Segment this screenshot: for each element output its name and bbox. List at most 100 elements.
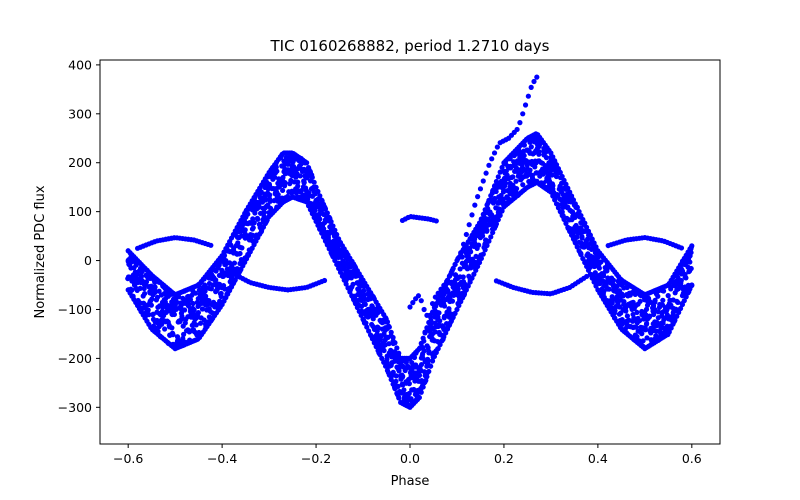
data-point: [388, 329, 394, 335]
data-point: [373, 344, 379, 350]
data-point: [317, 226, 323, 232]
data-point: [677, 305, 684, 312]
x-axis-label: Phase: [391, 474, 430, 489]
data-point: [480, 211, 486, 217]
data-point: [446, 322, 453, 328]
data-point: [533, 170, 539, 176]
data-point: [655, 293, 661, 299]
y-tick-label: −300: [58, 400, 92, 415]
data-point: [375, 347, 381, 354]
data-point: [555, 165, 562, 172]
data-point: [375, 325, 381, 331]
data-point: [160, 304, 166, 311]
data-point: [484, 242, 490, 249]
data-point: [689, 282, 695, 288]
data-point: [169, 330, 176, 336]
data-point: [584, 224, 590, 230]
data-point: [431, 353, 438, 360]
y-tick-label: 200: [68, 155, 92, 170]
data-point: [683, 294, 689, 300]
data-point: [400, 373, 406, 379]
x-tick-label: −0.4: [207, 451, 237, 466]
data-point: [643, 306, 650, 312]
data-point: [518, 177, 524, 183]
data-point: [500, 189, 507, 195]
data-point: [514, 166, 520, 172]
data-point: [142, 290, 148, 297]
data-point: [326, 246, 332, 252]
data-point: [420, 384, 426, 390]
data-point: [553, 162, 560, 168]
data-point: [366, 328, 372, 334]
data-point: [425, 356, 431, 362]
data-point: [660, 297, 666, 303]
data-point: [486, 162, 492, 168]
data-point: [235, 240, 241, 246]
data-point: [477, 186, 484, 192]
data-point: [149, 296, 155, 302]
data-point: [319, 197, 325, 203]
data-point: [338, 254, 344, 260]
data-point: [416, 394, 422, 401]
data-point: [652, 297, 658, 303]
data-point: [251, 220, 257, 226]
data-point: [307, 169, 314, 176]
data-point: [317, 193, 323, 199]
data-point: [570, 197, 577, 203]
data-point: [433, 218, 439, 224]
data-point: [579, 235, 585, 241]
data-point: [463, 231, 469, 238]
data-point: [267, 198, 273, 204]
data-point: [305, 165, 312, 171]
data-point: [639, 330, 645, 337]
data-point: [463, 287, 469, 293]
data-point: [150, 312, 156, 318]
data-point: [370, 316, 376, 322]
x-axis-ticks: −0.6 −0.4 −0.2 0.0 0.2 0.4 0.6: [113, 444, 702, 466]
data-point: [531, 78, 537, 85]
data-point: [358, 312, 364, 318]
data-point: [668, 325, 674, 331]
data-point: [362, 301, 368, 308]
data-point: [328, 219, 334, 225]
data-point: [279, 187, 286, 194]
data-point: [341, 277, 347, 283]
data-point: [565, 185, 571, 191]
data-point: [488, 234, 494, 240]
data-point: [572, 201, 578, 207]
data-point: [307, 207, 314, 213]
data-point: [610, 277, 617, 283]
data-point: [339, 273, 345, 279]
data-point: [267, 192, 273, 198]
data-point: [448, 318, 454, 324]
data-point: [486, 197, 492, 203]
data-point: [460, 295, 466, 301]
data-point: [646, 313, 653, 319]
data-point: [334, 231, 340, 238]
data-point: [441, 303, 448, 309]
data-point: [645, 295, 652, 301]
data-point: [195, 310, 202, 316]
data-point: [591, 240, 597, 246]
data-point: [536, 142, 543, 148]
data-point: [548, 189, 554, 195]
data-point: [242, 227, 248, 233]
data-point: [637, 298, 643, 304]
data-point: [140, 300, 147, 306]
data-point: [392, 386, 398, 392]
data-point: [525, 93, 531, 99]
data-point: [362, 320, 368, 326]
data-point: [336, 265, 342, 271]
data-point: [406, 390, 412, 397]
data-point: [350, 281, 356, 287]
data-point: [432, 294, 438, 300]
data-point: [143, 279, 150, 285]
data-point: [255, 216, 261, 222]
data-point: [317, 216, 323, 222]
data-point: [499, 164, 505, 171]
data-point: [418, 298, 424, 304]
data-point: [517, 120, 523, 126]
data-point: [392, 340, 398, 346]
data-point: [488, 192, 494, 199]
data-point: [552, 158, 558, 164]
